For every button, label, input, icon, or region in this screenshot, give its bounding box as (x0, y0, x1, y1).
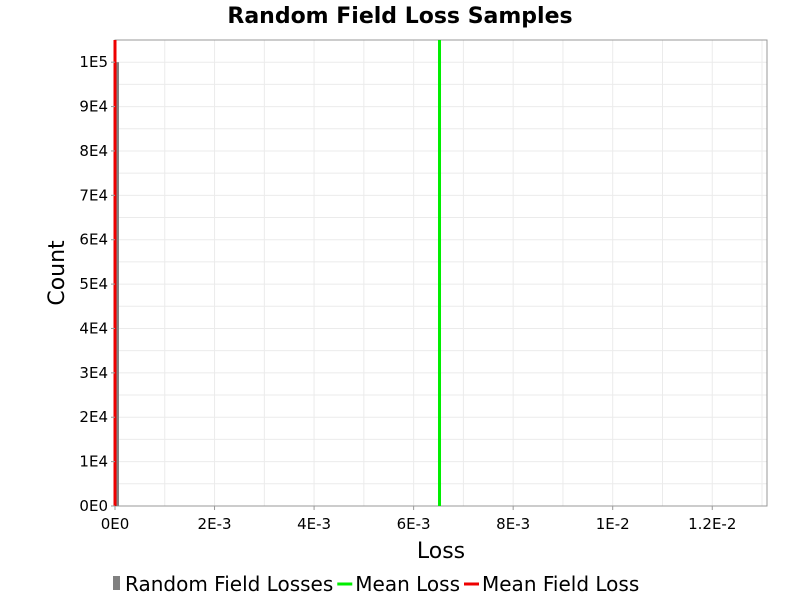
y-axis-label: Count (45, 240, 70, 306)
y-tick-label: 1E4 (79, 453, 108, 471)
x-axis-ticks: 0E0 2E-3 4E-3 6E-3 8E-3 1E-2 1.2E-2 (101, 506, 736, 533)
legend-label: Mean Loss (355, 572, 460, 596)
legend: Random Field Losses Mean Loss Mean Field L… (113, 572, 639, 596)
x-axis-label: Loss (417, 539, 465, 564)
y-tick-label: 0E0 (79, 497, 108, 515)
legend-label: Mean Field Loss (482, 572, 639, 596)
y-tick-label: 5E4 (79, 275, 108, 293)
x-tick-label: 6E-3 (397, 515, 431, 533)
y-tick-label: 9E4 (79, 98, 108, 116)
chart-title: Random Field Loss Samples (227, 4, 572, 29)
y-tick-label: 6E4 (79, 231, 108, 249)
y-tick-label: 2E4 (79, 408, 108, 426)
reference-lines (113, 40, 442, 506)
y-tick-label: 8E4 (79, 142, 108, 160)
legend-label: Random Field Losses (125, 572, 333, 596)
x-tick-label: 8E-3 (496, 515, 530, 533)
histogram-bars (115, 62, 119, 506)
histogram-bar (115, 62, 119, 506)
x-tick-label: 4E-3 (297, 515, 331, 533)
x-tick-label: 2E-3 (198, 515, 232, 533)
legend-swatch (113, 576, 120, 590)
y-tick-label: 4E4 (79, 319, 108, 337)
y-tick-label: 7E4 (79, 186, 108, 204)
x-tick-label: 1E-2 (596, 515, 630, 533)
y-tick-label: 3E4 (79, 364, 108, 382)
y-axis-ticks: 0E0 1E4 2E4 3E4 4E4 5E4 6E4 7E4 8E4 9E4 1E5 (79, 53, 115, 515)
x-tick-label: 1.2E-2 (688, 515, 736, 533)
y-tick-label: 1E5 (79, 53, 108, 71)
x-tick-label: 0E0 (101, 515, 130, 533)
